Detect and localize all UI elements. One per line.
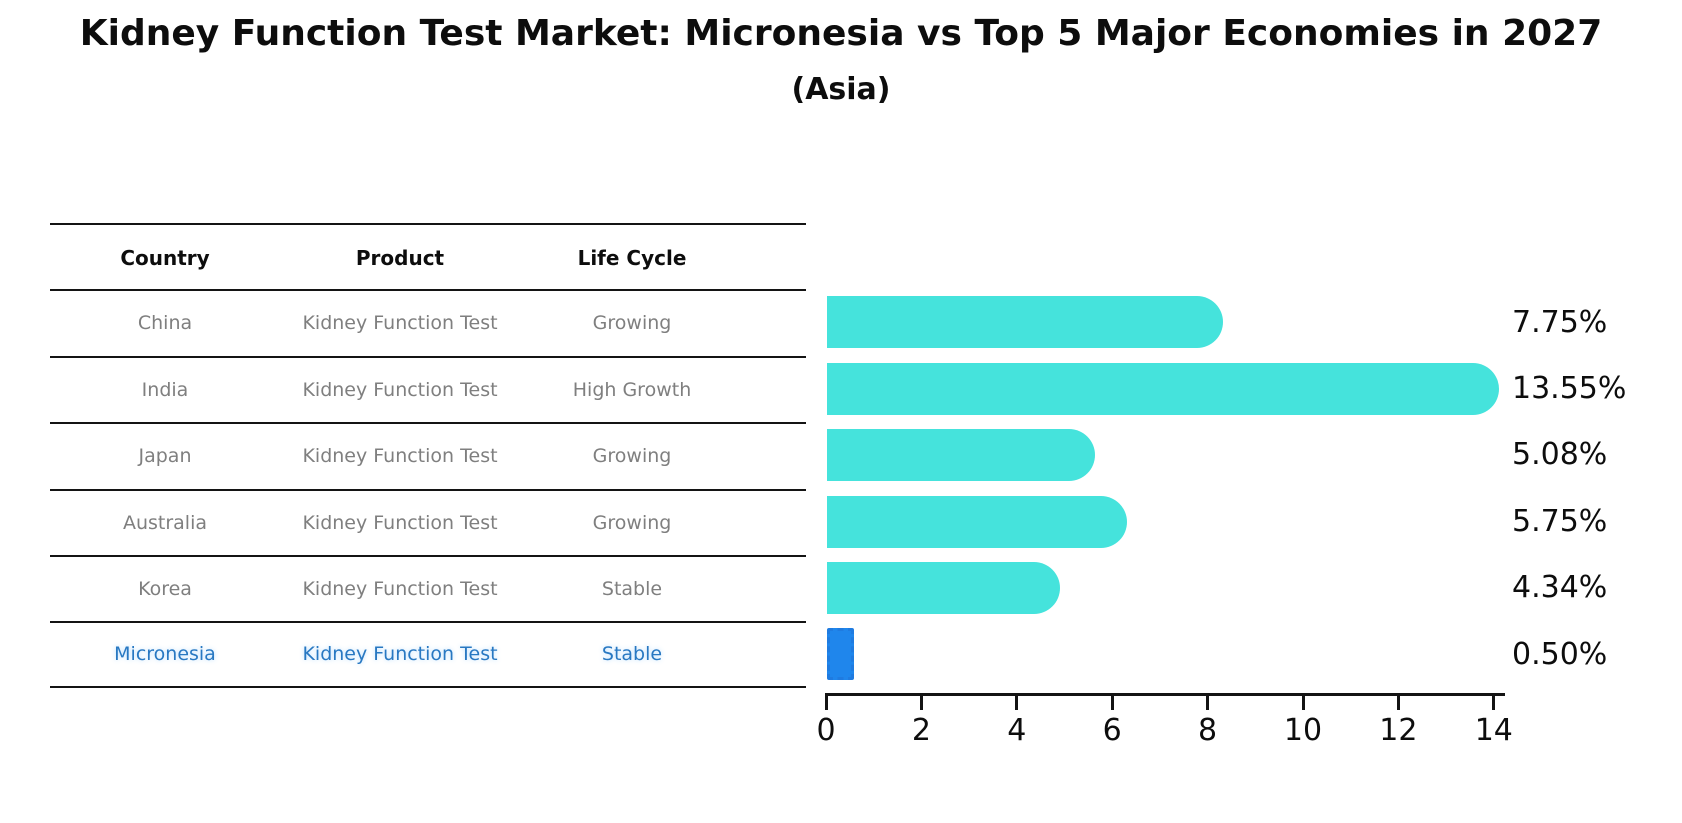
x-tick-label-8: 8 bbox=[1198, 713, 1218, 748]
cell-product: Kidney Function Test bbox=[302, 643, 498, 666]
table-row-japan: Japan Kidney Function Test Growing bbox=[50, 422, 806, 489]
bar-korea bbox=[827, 562, 1061, 614]
cell-life-cycle: Stable bbox=[601, 643, 663, 666]
value-label-korea: 4.34% bbox=[1512, 570, 1608, 606]
x-tick-6 bbox=[1110, 696, 1114, 710]
bar-micronesia bbox=[827, 628, 854, 681]
chart-subtitle: (Asia) bbox=[791, 72, 891, 107]
x-tick-8 bbox=[1206, 696, 1210, 710]
value-label-japan: 5.08% bbox=[1512, 437, 1608, 473]
x-tick-label-4: 4 bbox=[1007, 713, 1027, 748]
cell-product: Kidney Function Test bbox=[302, 578, 498, 601]
cell-life-cycle: Stable bbox=[601, 578, 663, 601]
value-label-india: 13.55% bbox=[1512, 371, 1627, 406]
x-tick-label-14: 14 bbox=[1474, 713, 1513, 748]
bar-japan bbox=[827, 429, 1096, 482]
table-row-micronesia: Micronesia Kidney Function Test Stable bbox=[50, 621, 806, 689]
value-label-micronesia: 0.50% bbox=[1512, 636, 1608, 672]
cell-country: Micronesia bbox=[114, 643, 216, 666]
x-tick-label-12: 12 bbox=[1379, 713, 1418, 748]
value-label-australia: 5.75% bbox=[1512, 503, 1608, 539]
x-tick-14 bbox=[1492, 696, 1496, 710]
x-tick-label-2: 2 bbox=[911, 713, 931, 748]
x-tick-0 bbox=[824, 696, 828, 710]
x-tick-2 bbox=[919, 696, 923, 710]
table-row-korea: Korea Kidney Function Test Stable bbox=[50, 555, 806, 622]
cell-life-cycle: Growing bbox=[592, 312, 672, 335]
cell-country: Japan bbox=[138, 445, 192, 468]
header-product: Product bbox=[355, 245, 445, 270]
x-axis-line bbox=[825, 693, 1505, 696]
header-life-cycle: Life Cycle bbox=[577, 245, 687, 270]
table-header-row: Country Product Life Cycle bbox=[50, 223, 806, 290]
x-tick-label-0: 0 bbox=[816, 713, 836, 748]
table-row-australia: Australia Kidney Function Test Growing bbox=[50, 488, 806, 556]
header-country: Country bbox=[120, 245, 210, 270]
bar-india bbox=[827, 362, 1500, 415]
bar-china bbox=[827, 296, 1223, 349]
x-tick-10 bbox=[1301, 696, 1305, 710]
cell-life-cycle: High Growth bbox=[572, 378, 692, 401]
cell-country: China bbox=[137, 312, 193, 335]
x-tick-label-10: 10 bbox=[1283, 713, 1323, 748]
cell-life-cycle: Growing bbox=[592, 511, 672, 534]
chart-title: Kidney Function Test Market: Micronesia … bbox=[79, 13, 1603, 54]
cell-country: India bbox=[141, 378, 189, 401]
table-row-china: China Kidney Function Test Growing bbox=[50, 289, 806, 356]
cell-product: Kidney Function Test bbox=[302, 445, 498, 468]
table-row-india: India Kidney Function Test High Growth bbox=[50, 355, 806, 423]
x-tick-12 bbox=[1396, 696, 1400, 710]
cell-country: Korea bbox=[138, 578, 192, 601]
cell-country: Australia bbox=[122, 511, 208, 534]
cell-product: Kidney Function Test bbox=[302, 511, 498, 534]
value-label-china: 7.75% bbox=[1512, 304, 1608, 340]
x-tick-label-6: 6 bbox=[1102, 713, 1122, 748]
cell-product: Kidney Function Test bbox=[302, 312, 498, 335]
bar-australia bbox=[827, 495, 1128, 548]
x-tick-4 bbox=[1015, 696, 1019, 710]
cell-product: Kidney Function Test bbox=[302, 378, 498, 401]
cell-life-cycle: Growing bbox=[592, 445, 672, 468]
